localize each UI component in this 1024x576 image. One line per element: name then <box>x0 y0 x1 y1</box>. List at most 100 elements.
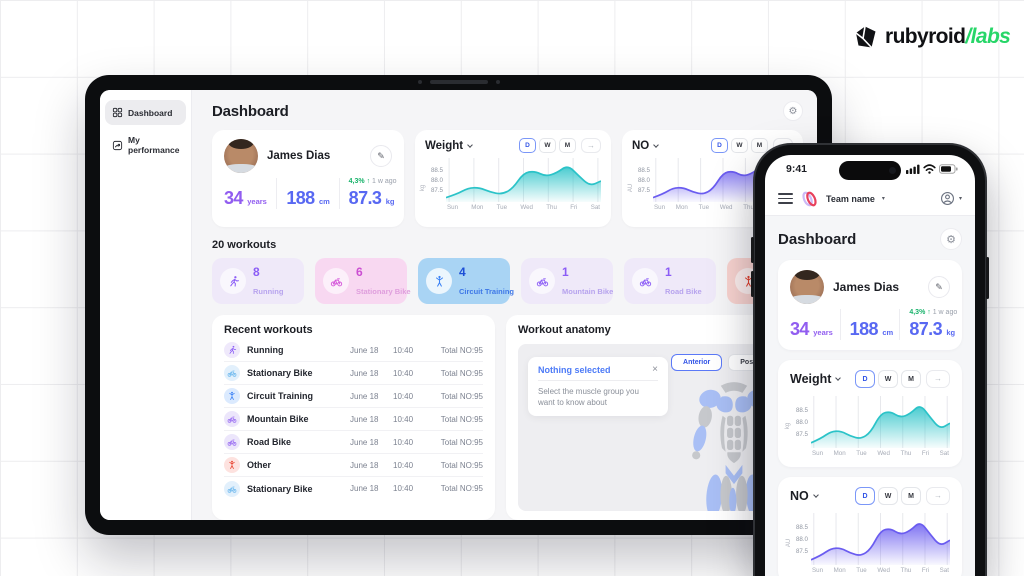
range-m-button[interactable]: M <box>559 138 576 153</box>
area-chart-svg <box>446 158 601 202</box>
workout-date: June 18 <box>350 345 379 355</box>
x-tick-label: Thu <box>743 204 754 211</box>
weight-delta: 4,3% <box>909 309 926 316</box>
badge-count: 1 <box>665 265 672 279</box>
y-tick-label: 88.0 <box>795 536 808 543</box>
caret-down-icon: ▾ <box>881 196 885 202</box>
edit-profile-button[interactable]: ✎ <box>928 276 950 298</box>
range-d-button[interactable]: D <box>855 370 875 388</box>
anatomy-panel: Nothing selected × Select the muscle gro… <box>518 344 791 511</box>
page-title: Dashboard <box>778 230 857 248</box>
x-tick-label: Tue <box>496 204 508 211</box>
app-logo-icon <box>802 191 817 206</box>
x-tick-label: Wed <box>520 204 533 211</box>
anatomy-title: Workout anatomy <box>518 324 611 336</box>
account-button[interactable]: ▾ <box>940 191 962 206</box>
workout-badge-running[interactable]: 8 Running <box>212 258 304 304</box>
expand-chart-button[interactable]: → <box>926 370 950 388</box>
expand-chart-button[interactable]: → <box>581 138 601 153</box>
y-axis-unit: kg <box>420 185 427 192</box>
no-dropdown[interactable]: NO <box>632 139 650 152</box>
x-tick-label: Sun <box>654 204 666 211</box>
range-w-button[interactable]: W <box>539 138 556 153</box>
no-dropdown[interactable]: NO <box>790 489 809 503</box>
age-value: 34 <box>224 188 243 208</box>
range-w-button[interactable]: W <box>878 370 898 388</box>
tablet-device: Dashboard My performance Dashboard ⚙ Jam… <box>85 75 832 535</box>
workout-row[interactable]: Mountain Bike June 18 10:40 Total NO:95 <box>224 408 483 431</box>
brand-logo: rubyroid/labs <box>852 24 1011 50</box>
status-time: 9:41 <box>786 163 808 175</box>
person-icon <box>940 191 955 206</box>
edit-profile-button[interactable]: ✎ <box>370 145 392 167</box>
page-title: Dashboard <box>212 102 289 120</box>
range-m-button[interactable]: M <box>751 138 768 153</box>
workout-time: 10:40 <box>393 437 414 447</box>
range-d-button[interactable]: D <box>711 138 728 153</box>
workouts-heading: 20 workouts <box>212 239 277 251</box>
workout-row[interactable]: Circuit Training June 18 10:40 Total NO:… <box>224 385 483 408</box>
sidebar-item-dashboard[interactable]: Dashboard <box>105 100 186 125</box>
range-toggle: D W M <box>519 138 576 153</box>
range-m-button[interactable]: M <box>901 487 921 505</box>
workout-row[interactable]: Stationary Bike June 18 10:40 Total NO:9… <box>224 477 483 500</box>
phone-status-bar: 9:41 <box>765 155 975 182</box>
menu-button[interactable] <box>778 193 793 204</box>
y-tick-label: 88.0 <box>637 177 650 184</box>
tooltip-close-button[interactable]: × <box>652 365 658 375</box>
runner-icon <box>227 275 240 288</box>
settings-gear-button[interactable]: ⚙ <box>783 101 803 121</box>
chart-x-axis: Sun Mon Tue Wed Thu Fri Sat <box>446 202 601 211</box>
range-toggle: D W M <box>711 138 768 153</box>
anatomy-tab-anterior[interactable]: Anterior <box>671 354 723 371</box>
workout-name: Stationary Bike <box>247 368 313 378</box>
avatar <box>224 139 258 173</box>
workout-name: Stationary Bike <box>247 483 313 494</box>
tablet-screen: Dashboard My performance Dashboard ⚙ Jam… <box>100 90 817 520</box>
dashboard-main: Dashboard ⚙ James Dias ✎ 34 years <box>192 90 817 520</box>
wifi-icon <box>923 164 936 174</box>
y-tick-label: 88.5 <box>795 524 808 532</box>
badge-count: 8 <box>253 265 260 279</box>
weight-dropdown[interactable]: Weight <box>425 139 464 152</box>
volume-down-button <box>751 271 754 297</box>
workout-badge-road-bike[interactable]: 1 Road Bike <box>624 258 716 304</box>
x-tick-label: Mon <box>471 204 484 211</box>
workout-badge-mountain-bike[interactable]: 1 Mountain Bike <box>521 258 613 304</box>
workout-time: 10:40 <box>393 484 414 493</box>
workout-row[interactable]: Stationary Bike June 18 10:40 Total NO:9… <box>224 362 483 385</box>
weight-dropdown[interactable]: Weight <box>790 372 832 386</box>
height-value: 188 <box>849 319 879 339</box>
area-chart-svg <box>811 396 950 448</box>
phone-screen: 9:41 <box>765 155 975 576</box>
brand-name-left: rubyroid <box>885 25 966 48</box>
age-unit: years <box>813 328 833 337</box>
bike-icon <box>227 368 237 378</box>
x-tick-label: Tue <box>856 450 867 457</box>
expand-chart-button[interactable]: → <box>926 487 950 505</box>
workout-badge-stationary-bike[interactable]: 6 Stationary Bike <box>315 258 411 304</box>
x-tick-label: Tue <box>698 204 710 211</box>
bike-icon <box>639 275 652 288</box>
x-tick-label: Sun <box>447 204 459 211</box>
runner-icon <box>227 345 237 355</box>
up-arrow-icon: ↑ <box>366 178 371 185</box>
workout-row[interactable]: Other June 18 10:40 Total NO:95 <box>224 454 483 477</box>
x-tick-label: Fri <box>570 204 578 211</box>
y-tick-label: 88.5 <box>430 167 443 174</box>
workout-badge-circuit-training[interactable]: 4 Circuit Training <box>418 258 514 304</box>
sidebar-item-my-performance[interactable]: My performance <box>105 128 186 162</box>
range-w-button[interactable]: W <box>731 138 748 153</box>
bike-icon <box>536 275 549 288</box>
workout-row[interactable]: Road Bike June 18 10:40 Total NO:95 <box>224 431 483 454</box>
range-w-button[interactable]: W <box>878 487 898 505</box>
settings-gear-button[interactable]: ⚙ <box>940 228 962 250</box>
range-m-button[interactable]: M <box>901 370 921 388</box>
chart-x-axis: Sun Mon Tue Wed Thu Fri Sat <box>811 448 950 457</box>
workout-name: Other <box>247 460 272 470</box>
team-name-dropdown[interactable]: Team name <box>826 193 875 204</box>
sidebar: Dashboard My performance <box>100 90 192 520</box>
workout-row[interactable]: Running June 18 10:40 Total NO:95 <box>224 339 483 362</box>
range-d-button[interactable]: D <box>855 487 875 505</box>
range-d-button[interactable]: D <box>519 138 536 153</box>
